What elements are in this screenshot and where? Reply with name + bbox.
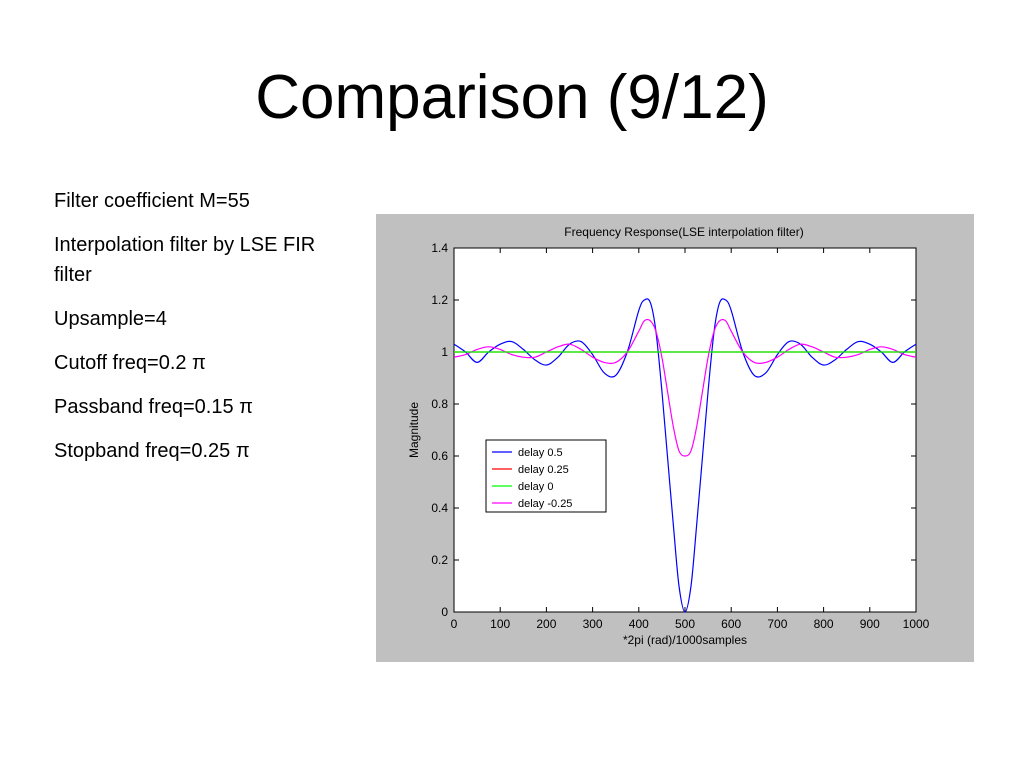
- y-tick-label: 0.4: [431, 501, 448, 515]
- x-tick-label: 1000: [903, 617, 930, 631]
- legend-entry-delay-0-5: delay 0.5: [518, 447, 563, 459]
- legend-entry-delay-0-25: delay 0.25: [518, 464, 569, 476]
- y-tick-label: 0.2: [431, 553, 448, 567]
- bullet-interpolation-filter: Interpolation filter by LSE FIR filter: [54, 234, 316, 286]
- y-tick-label: 1.4: [431, 241, 448, 255]
- x-tick-label: 500: [675, 617, 695, 631]
- bullet-passband-freq: Passband freq=0.15 π: [54, 396, 253, 418]
- x-tick-label: 200: [536, 617, 556, 631]
- bullet-list: Filter coefficient M=55 Interpolation fi…: [54, 186, 354, 480]
- series-line-delay-0-5: [453, 298, 917, 613]
- x-axis-label: *2pi (rad)/1000samples: [623, 633, 747, 647]
- bullet-cutoff-freq: Cutoff freq=0.2 π: [54, 352, 206, 374]
- y-tick-label: 1.2: [431, 293, 448, 307]
- x-tick-label: 600: [721, 617, 741, 631]
- x-tick-label: 400: [629, 617, 649, 631]
- legend-entry-delay-neg-0-25: delay -0.25: [518, 498, 572, 510]
- figure-panel: Frequency Response(LSE interpolation fil…: [376, 214, 974, 662]
- x-tick-label: 0: [451, 617, 458, 631]
- plot-area: [453, 247, 917, 613]
- frequency-response-chart: Frequency Response(LSE interpolation fil…: [407, 225, 930, 647]
- bullet-filter-coefficient: Filter coefficient M=55: [54, 190, 250, 212]
- chart-title: Frequency Response(LSE interpolation fil…: [564, 225, 803, 239]
- axis-ticks: 0 100 200 300 400 500 600 700 800 900 1000 0 0.2 0.4 0…: [431, 241, 929, 631]
- y-axis-label: Magnitude: [407, 402, 421, 458]
- slide-title: Comparison (9/12): [255, 63, 769, 132]
- x-tick-label: 800: [814, 617, 834, 631]
- x-tick-label: 100: [490, 617, 510, 631]
- x-tick-label: 700: [767, 617, 787, 631]
- bullet-upsample: Upsample=4: [54, 308, 167, 330]
- y-tick-label: 1: [441, 345, 448, 359]
- legend-entry-delay-0: delay 0: [518, 481, 553, 493]
- legend: delay 0.5 delay 0.25 delay 0 delay -0.25: [485, 439, 607, 513]
- y-tick-label: 0: [441, 605, 448, 619]
- y-tick-label: 0.8: [431, 397, 448, 411]
- bullet-stopband-freq: Stopband freq=0.25 π: [54, 440, 250, 462]
- series-lines: [453, 298, 917, 613]
- y-tick-label: 0.6: [431, 449, 448, 463]
- x-tick-label: 900: [860, 617, 880, 631]
- x-tick-label: 300: [583, 617, 603, 631]
